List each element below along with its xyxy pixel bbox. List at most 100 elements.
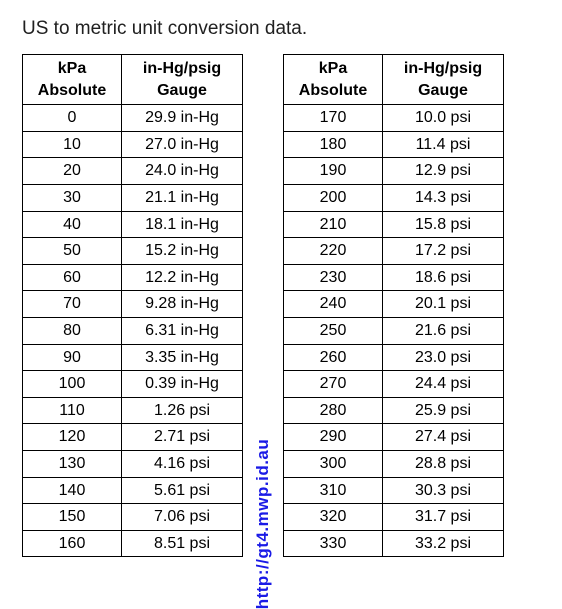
cell-gauge: 2.71 psi <box>122 424 243 451</box>
table-row: 806.31 in-Hg <box>23 317 243 344</box>
table-row: 1000.39 in-Hg <box>23 371 243 398</box>
cell-gauge: 15.8 psi <box>383 211 504 238</box>
cell-gauge: 0.39 in-Hg <box>122 371 243 398</box>
cell-kpa: 70 <box>23 291 122 318</box>
cell-gauge: 25.9 psi <box>383 397 504 424</box>
table-row: 31030.3 psi <box>284 477 504 504</box>
cell-kpa: 140 <box>23 477 122 504</box>
cell-kpa: 10 <box>23 131 122 158</box>
cell-kpa: 30 <box>23 184 122 211</box>
cell-gauge: 18.1 in-Hg <box>122 211 243 238</box>
cell-kpa: 160 <box>23 530 122 557</box>
cell-kpa: 260 <box>284 344 383 371</box>
table-row: 1304.16 psi <box>23 450 243 477</box>
cell-kpa: 280 <box>284 397 383 424</box>
cell-gauge: 12.2 in-Hg <box>122 264 243 291</box>
page-title: US to metric unit conversion data. <box>22 18 540 40</box>
table-row: 2024.0 in-Hg <box>23 158 243 185</box>
cell-gauge: 14.3 psi <box>383 184 504 211</box>
cell-gauge: 3.35 in-Hg <box>122 344 243 371</box>
conversion-table-left: kPa Absolute in-Hg/psig Gauge 029.9 in-H… <box>22 54 243 557</box>
table-header-row: kPa Absolute in-Hg/psig Gauge <box>23 55 243 105</box>
table-row: 27024.4 psi <box>284 371 504 398</box>
cell-gauge: 20.1 psi <box>383 291 504 318</box>
cell-gauge: 23.0 psi <box>383 344 504 371</box>
table-row: 4018.1 in-Hg <box>23 211 243 238</box>
table-row: 32031.7 psi <box>284 504 504 531</box>
cell-gauge: 28.8 psi <box>383 450 504 477</box>
header-gauge-l1: in-Hg/psig <box>404 60 482 77</box>
cell-gauge: 8.51 psi <box>122 530 243 557</box>
cell-gauge: 29.9 in-Hg <box>122 105 243 132</box>
table-row: 1101.26 psi <box>23 397 243 424</box>
header-gauge: in-Hg/psig Gauge <box>122 55 243 105</box>
table-row: 22017.2 psi <box>284 238 504 265</box>
cell-gauge: 27.4 psi <box>383 424 504 451</box>
cell-kpa: 120 <box>23 424 122 451</box>
cell-gauge: 27.0 in-Hg <box>122 131 243 158</box>
cell-kpa: 40 <box>23 211 122 238</box>
cell-kpa: 300 <box>284 450 383 477</box>
cell-kpa: 80 <box>23 317 122 344</box>
cell-kpa: 130 <box>23 450 122 477</box>
header-kpa-l2: Absolute <box>38 82 106 99</box>
table-row: 6012.2 in-Hg <box>23 264 243 291</box>
table-row: 903.35 in-Hg <box>23 344 243 371</box>
cell-gauge: 21.1 in-Hg <box>122 184 243 211</box>
table-row: 1608.51 psi <box>23 530 243 557</box>
header-kpa-l1: kPa <box>58 60 86 77</box>
cell-kpa: 0 <box>23 105 122 132</box>
conversion-table-right: kPa Absolute in-Hg/psig Gauge 17010.0 ps… <box>283 54 504 557</box>
table-row: 24020.1 psi <box>284 291 504 318</box>
header-kpa-l2: Absolute <box>299 82 367 99</box>
table-row: 19012.9 psi <box>284 158 504 185</box>
cell-gauge: 30.3 psi <box>383 477 504 504</box>
table-row: 29027.4 psi <box>284 424 504 451</box>
header-gauge-l2: Gauge <box>418 82 468 99</box>
table-row: 1202.71 psi <box>23 424 243 451</box>
cell-gauge: 6.31 in-Hg <box>122 317 243 344</box>
table-row: 3021.1 in-Hg <box>23 184 243 211</box>
cell-gauge: 24.0 in-Hg <box>122 158 243 185</box>
table-row: 28025.9 psi <box>284 397 504 424</box>
table-body-right: 17010.0 psi18011.4 psi19012.9 psi20014.3… <box>284 105 504 557</box>
cell-gauge: 31.7 psi <box>383 504 504 531</box>
table-row: 17010.0 psi <box>284 105 504 132</box>
tables-container: kPa Absolute in-Hg/psig Gauge 029.9 in-H… <box>22 54 540 557</box>
table-body-left: 029.9 in-Hg1027.0 in-Hg2024.0 in-Hg3021.… <box>23 105 243 557</box>
cell-kpa: 110 <box>23 397 122 424</box>
cell-kpa: 170 <box>284 105 383 132</box>
cell-kpa: 50 <box>23 238 122 265</box>
cell-gauge: 15.2 in-Hg <box>122 238 243 265</box>
cell-kpa: 230 <box>284 264 383 291</box>
table-header-row: kPa Absolute in-Hg/psig Gauge <box>284 55 504 105</box>
cell-kpa: 240 <box>284 291 383 318</box>
cell-kpa: 210 <box>284 211 383 238</box>
cell-kpa: 290 <box>284 424 383 451</box>
cell-kpa: 250 <box>284 317 383 344</box>
cell-kpa: 200 <box>284 184 383 211</box>
header-kpa: kPa Absolute <box>284 55 383 105</box>
cell-gauge: 17.2 psi <box>383 238 504 265</box>
cell-gauge: 21.6 psi <box>383 317 504 344</box>
cell-kpa: 150 <box>23 504 122 531</box>
cell-kpa: 320 <box>284 504 383 531</box>
cell-kpa: 220 <box>284 238 383 265</box>
table-row: 709.28 in-Hg <box>23 291 243 318</box>
cell-gauge: 33.2 psi <box>383 530 504 557</box>
cell-kpa: 100 <box>23 371 122 398</box>
cell-gauge: 7.06 psi <box>122 504 243 531</box>
cell-kpa: 60 <box>23 264 122 291</box>
table-row: 5015.2 in-Hg <box>23 238 243 265</box>
table-row: 1507.06 psi <box>23 504 243 531</box>
table-row: 26023.0 psi <box>284 344 504 371</box>
table-row: 20014.3 psi <box>284 184 504 211</box>
cell-kpa: 20 <box>23 158 122 185</box>
table-row: 21015.8 psi <box>284 211 504 238</box>
table-row: 23018.6 psi <box>284 264 504 291</box>
cell-kpa: 330 <box>284 530 383 557</box>
header-gauge: in-Hg/psig Gauge <box>383 55 504 105</box>
table-row: 029.9 in-Hg <box>23 105 243 132</box>
cell-gauge: 4.16 psi <box>122 450 243 477</box>
cell-kpa: 90 <box>23 344 122 371</box>
